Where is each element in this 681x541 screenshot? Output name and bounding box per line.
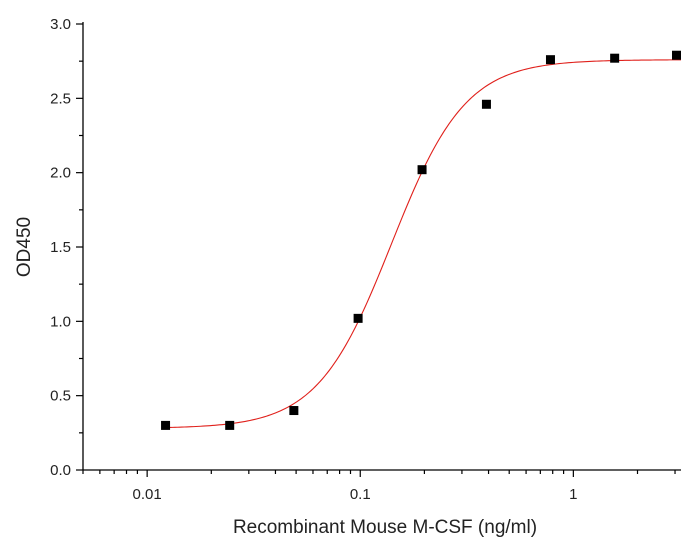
x-tick-label: 0.1: [350, 486, 371, 503]
data-points: [161, 50, 681, 430]
data-point: [161, 420, 171, 430]
data-point: [481, 99, 491, 109]
data-point: [225, 420, 235, 430]
ticks: [76, 23, 676, 477]
fit-curve: [165, 59, 681, 429]
x-axis-title: Recombinant Mouse M-CSF (ng/ml): [233, 517, 537, 538]
data-point: [545, 55, 555, 65]
data-point: [289, 406, 299, 416]
tick-labels: 0.0 0.5 1.0 1.5 2.0 2.5 3.0 0.01 0.1 1: [50, 16, 577, 503]
y-axis-title: OD450: [14, 217, 35, 277]
x-tick-label: 1: [569, 486, 577, 503]
data-point: [417, 165, 427, 175]
data-point: [353, 313, 363, 323]
y-tick-label: 1.5: [50, 239, 71, 256]
data-point: [610, 53, 620, 63]
y-tick-label: 1.0: [50, 313, 71, 330]
y-tick-label: 3.0: [50, 16, 71, 33]
data-point: [672, 50, 681, 60]
y-tick-label: 2.5: [50, 90, 71, 107]
y-tick-label: 0.0: [50, 462, 71, 479]
y-tick-label: 2.0: [50, 165, 71, 182]
axes: [82, 22, 681, 471]
x-tick-label: 0.01: [133, 486, 162, 503]
y-tick-label: 0.5: [50, 388, 71, 405]
